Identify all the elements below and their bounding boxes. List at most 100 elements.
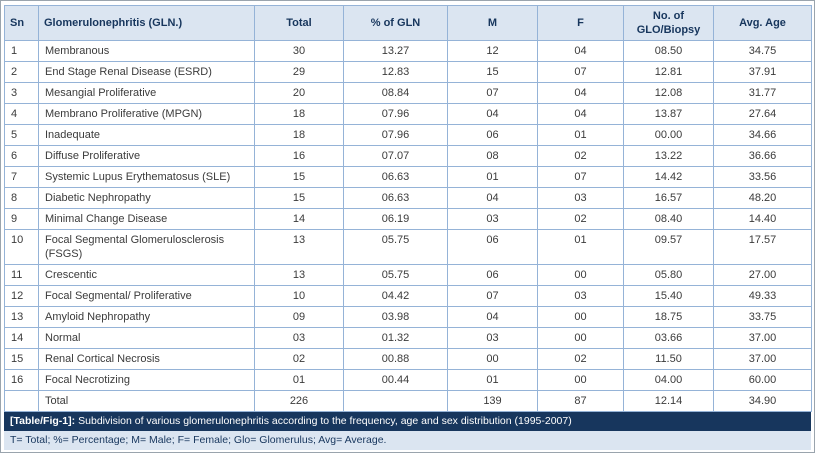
table-cell: 36.66: [713, 145, 812, 167]
table-cell: 87: [537, 390, 624, 412]
table-cell: 06.19: [343, 208, 448, 230]
table-cell: 31.77: [713, 82, 812, 104]
table-cell: 05.75: [343, 229, 448, 265]
table-cell: 06.63: [343, 187, 448, 209]
table-cell: 16: [254, 145, 344, 167]
table-cell: 08: [447, 145, 538, 167]
table-row: 10 Focal Segmental Glomerulosclerosis (FS…: [4, 229, 812, 265]
table-cell: 34.66: [713, 124, 812, 146]
table-cell: Focal Segmental Glomerulosclerosis (FSGS…: [38, 229, 255, 265]
table-cell: 18: [254, 103, 344, 125]
table-cell: 00: [537, 306, 624, 328]
table-cell: 1: [4, 40, 39, 62]
table-cell: Systemic Lupus Erythematosus (SLE): [38, 166, 255, 188]
table-cell: 02: [537, 145, 624, 167]
table-cell: 12.81: [623, 61, 714, 83]
table-cell: 12: [4, 285, 39, 307]
table-cell: 03.98: [343, 306, 448, 328]
column-header: No. of GLO/Biopsy: [623, 5, 714, 41]
table-row: 6 Diffuse Proliferative 16 07.07 08 02 13.22 36…: [4, 145, 812, 167]
table-cell: 12.83: [343, 61, 448, 83]
table-cell: 07: [447, 285, 538, 307]
table-cell: 6: [4, 145, 39, 167]
table-cell: 27.00: [713, 264, 812, 286]
table-cell: 5: [4, 124, 39, 146]
table-cell: 03.66: [623, 327, 714, 349]
table-cell: 08.50: [623, 40, 714, 62]
table-cell: 16.57: [623, 187, 714, 209]
table-cell: 60.00: [713, 369, 812, 391]
table-cell: 15: [4, 348, 39, 370]
table-cell: 13: [4, 306, 39, 328]
table-cell: 04: [537, 103, 624, 125]
table-cell: Diffuse Proliferative: [38, 145, 255, 167]
table-cell: Renal Cortical Necrosis: [38, 348, 255, 370]
table-cell: 06: [447, 264, 538, 286]
table-row: 9 Minimal Change Disease 14 06.19 03 02 08.40 1…: [4, 208, 812, 230]
table-cell: 03: [537, 285, 624, 307]
table-cell: End Stage Renal Disease (ESRD): [38, 61, 255, 83]
table-cell: 8: [4, 187, 39, 209]
table-cell: 03: [537, 187, 624, 209]
table-cell: 48.20: [713, 187, 812, 209]
table-cell: 03: [447, 327, 538, 349]
table-cell: 12.08: [623, 82, 714, 104]
table-cell: 07: [537, 166, 624, 188]
table-cell: 13: [254, 229, 344, 265]
table-cell: 12: [447, 40, 538, 62]
table-cell: Amyloid Nephropathy: [38, 306, 255, 328]
table-cell: 06: [447, 229, 538, 265]
table-cell: 00.44: [343, 369, 448, 391]
table-cell: 139: [447, 390, 538, 412]
table-cell: 7: [4, 166, 39, 188]
table-cell: 16: [4, 369, 39, 391]
table-cell: 34.75: [713, 40, 812, 62]
table-cell: 13: [254, 264, 344, 286]
table-cell: 08.84: [343, 82, 448, 104]
table-cell: 13.22: [623, 145, 714, 167]
table-cell: 05.80: [623, 264, 714, 286]
table-row: 2 End Stage Renal Disease (ESRD) 29 12.83 15…: [4, 61, 812, 83]
table-cell: 9: [4, 208, 39, 230]
table-cell: [343, 390, 448, 412]
table-cell: 04: [447, 306, 538, 328]
table-cell: 13.27: [343, 40, 448, 62]
table-cell: [4, 390, 39, 412]
table-cell: 37.00: [713, 327, 812, 349]
table-cell: 4: [4, 103, 39, 125]
table-cell: 01.32: [343, 327, 448, 349]
table-cell: 01: [537, 124, 624, 146]
column-header: M: [447, 5, 538, 41]
table-cell: 07: [537, 61, 624, 83]
table-cell: 04: [537, 40, 624, 62]
table-row: 15 Renal Cortical Necrosis 02 00.88 00 02 11.5…: [4, 348, 812, 370]
table-cell: 04.42: [343, 285, 448, 307]
table-cell: 17.57: [713, 229, 812, 265]
table-cell: Normal: [38, 327, 255, 349]
table-row: 4 Membrano Proliferative (MPGN) 18 07.96 04 0…: [4, 103, 812, 125]
table-cell: 06: [447, 124, 538, 146]
table-row: 3 Mesangial Proliferative 20 08.84 07 04 12.08…: [4, 82, 812, 104]
table-head: Sn Glomerulonephritis (GLN.) Total% of GLN…: [4, 5, 812, 41]
table-cell: 00.00: [623, 124, 714, 146]
table-cell: 03: [254, 327, 344, 349]
table-cell: 18.75: [623, 306, 714, 328]
table-cell: Membrano Proliferative (MPGN): [38, 103, 255, 125]
table-cell: 01: [254, 369, 344, 391]
table-row: 7 Systemic Lupus Erythematosus (SLE) 15 06.…: [4, 166, 812, 188]
table-cell: Crescentic: [38, 264, 255, 286]
table-cell: 07.96: [343, 103, 448, 125]
table-cell: 11: [4, 264, 39, 286]
table-cell: 01: [537, 229, 624, 265]
table-cell: 07.96: [343, 124, 448, 146]
table-cell: 15.40: [623, 285, 714, 307]
caption-bar: [Table/Fig-1]: Subdivision of various glo…: [4, 412, 811, 431]
column-header: Sn: [4, 5, 39, 41]
table-header-row: Sn Glomerulonephritis (GLN.) Total% of GLN…: [4, 5, 812, 41]
table-cell: Minimal Change Disease: [38, 208, 255, 230]
caption-label: [Table/Fig-1]:: [10, 415, 76, 427]
table-cell: 00.88: [343, 348, 448, 370]
column-header: Avg. Age: [713, 5, 812, 41]
table-cell: 33.75: [713, 306, 812, 328]
table-cell: 13.87: [623, 103, 714, 125]
